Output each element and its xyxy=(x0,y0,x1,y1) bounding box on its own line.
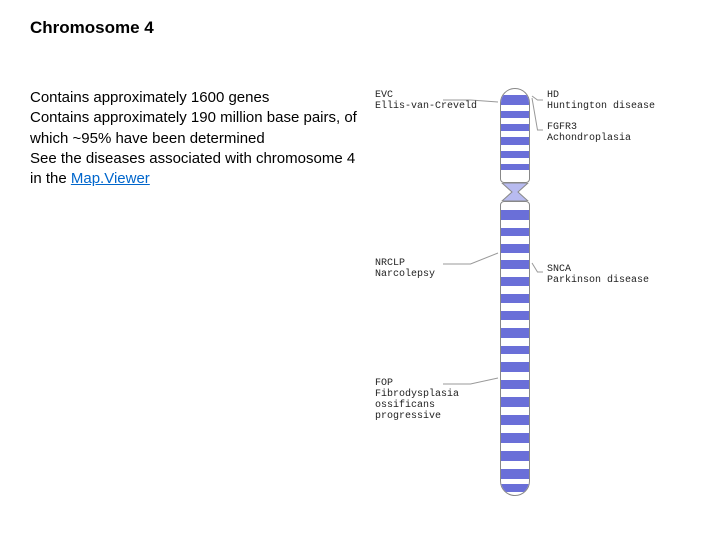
gene-code: FOP xyxy=(375,378,393,389)
gene-fop: FOPFibrodysplasiaossificansprogressive xyxy=(375,378,487,422)
gene-fgfr3: FGFR3Achondroplasia xyxy=(547,122,697,144)
gene-nrclp: NRCLPNarcolepsy xyxy=(375,258,487,280)
mapviewer-link[interactable]: Map.Viewer xyxy=(71,170,150,187)
gene-code: HD xyxy=(547,90,559,101)
gene-code: SNCA xyxy=(547,264,571,275)
description-block: Contains approximately 1600 genes Contai… xyxy=(30,88,360,189)
page-title: Chromosome 4 xyxy=(30,18,154,38)
gene-snca: SNCAParkinson disease xyxy=(547,264,697,286)
desc-line1: Contains approximately 1600 genes xyxy=(30,89,269,106)
centromere xyxy=(500,183,530,201)
pointer-hd xyxy=(532,96,543,100)
gene-code: NRCLP xyxy=(375,258,405,269)
gene-evc: EVCEllis-van-Creveld xyxy=(375,90,487,112)
desc-line2: Contains approximately 190 million base … xyxy=(30,109,357,146)
p-arm xyxy=(500,88,530,183)
pointer-snca xyxy=(532,263,543,272)
gene-code: FGFR3 xyxy=(547,122,577,133)
pointer-lines xyxy=(375,88,705,518)
pointer-fgfr3 xyxy=(532,98,543,130)
gene-hd: HDHuntington disease xyxy=(547,90,697,112)
chromosome-diagram: EVCEllis-van-Creveld NRCLPNarcolepsy FOPFi… xyxy=(375,88,705,518)
gene-code: EVC xyxy=(375,90,393,101)
q-arm xyxy=(500,201,530,496)
